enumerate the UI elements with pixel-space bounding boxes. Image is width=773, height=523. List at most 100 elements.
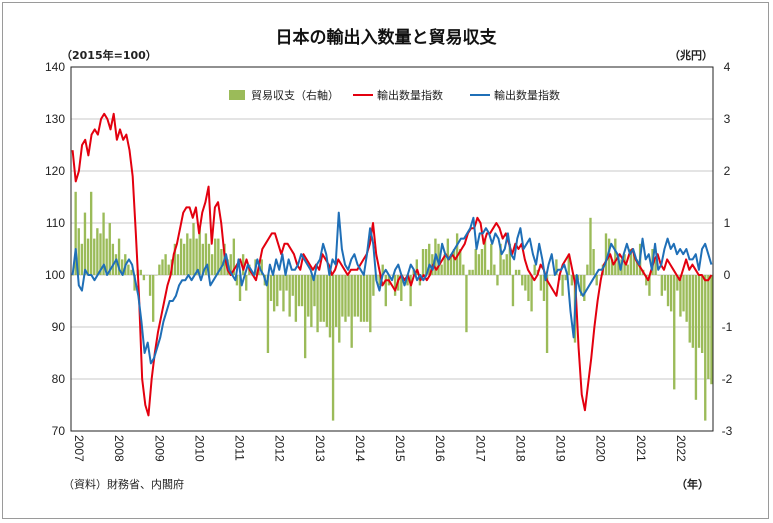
trade-balance-bar — [685, 275, 688, 322]
trade-balance-bar — [74, 191, 77, 275]
left-axis-unit: （2015年=100） — [61, 48, 157, 62]
trade-balance-bar — [459, 249, 462, 275]
trade-balance-bar — [663, 275, 667, 291]
trade-balance-bar — [508, 243, 512, 275]
trade-balance-bar — [204, 233, 208, 275]
trade-balance-bar — [108, 223, 111, 275]
trade-balance-bar — [589, 217, 592, 275]
left-tick-label: 100 — [45, 268, 65, 282]
trade-balance-bar — [552, 275, 555, 276]
trade-balance-bar — [462, 264, 465, 275]
trade-balance-bar — [335, 275, 338, 327]
x-tick-label: 2016 — [433, 435, 447, 462]
trade-balance-bar — [409, 275, 412, 307]
trade-balance-bar — [288, 275, 291, 317]
trade-balance-bar — [477, 254, 481, 275]
left-tick-label: 70 — [52, 424, 66, 438]
trade-balance-bar — [189, 238, 192, 275]
trade-balance-bar — [505, 254, 508, 275]
trade-balance-bar — [148, 275, 152, 296]
left-tick-label: 120 — [45, 164, 65, 178]
trade-balance-bar — [313, 275, 316, 307]
trade-balance-bar — [341, 275, 344, 317]
legend: 貿易収支（右軸） 輸出数量指数 輸出数量指数 — [229, 88, 560, 102]
x-tick-label: 2008 — [112, 435, 126, 462]
trade-balance-bar — [366, 275, 369, 322]
trade-balance-bar — [564, 275, 567, 281]
trade-balance-bar — [195, 238, 198, 275]
trade-balance-bar — [173, 243, 177, 275]
trade-balance-bar — [424, 249, 428, 275]
trade-balance-bar — [480, 249, 484, 275]
trade-balance-bar — [322, 275, 325, 322]
trade-balance-bar — [704, 275, 707, 421]
trade-balance-bar — [549, 275, 552, 276]
trade-balance-bar — [142, 275, 146, 281]
trade-balance-bar — [297, 275, 301, 307]
x-tick-label: 2009 — [152, 435, 166, 462]
trade-balance-bar — [316, 275, 319, 333]
trade-balance-bar — [669, 275, 673, 312]
trade-balance-bar — [393, 275, 397, 296]
trade-balance-bar — [347, 275, 350, 317]
trade-balance-bars — [71, 191, 713, 421]
trade-balance-bar — [486, 269, 490, 275]
x-axis-ticks: 2007 2008 2009 2010 2011 2012 2013 2014 2015 2016… — [72, 435, 688, 462]
trade-balance-bar — [406, 275, 409, 286]
trade-balance-bar — [676, 275, 679, 291]
trade-balance-bar — [635, 259, 639, 275]
trade-balance-bar — [300, 275, 304, 307]
trade-balance-bar — [490, 243, 493, 275]
x-tick-label: 2015 — [393, 435, 407, 462]
trade-balance-bar — [471, 269, 474, 275]
trade-balance-bar — [493, 264, 496, 275]
trade-balance-bar — [201, 243, 204, 275]
trade-balance-bar — [455, 233, 459, 275]
trade-balance-bar — [285, 275, 288, 291]
trade-balance-bar — [303, 275, 307, 359]
trade-balance-bar — [133, 275, 136, 291]
trade-balance-bar — [71, 275, 74, 276]
trade-balance-bar — [372, 275, 375, 296]
trade-balance-bar — [145, 275, 149, 276]
left-tick-label: 110 — [46, 216, 65, 230]
trade-balance-bar — [89, 191, 93, 275]
trade-balance-bar — [468, 269, 471, 275]
trade-balance-bar — [272, 275, 276, 312]
trade-balance-bar — [542, 275, 546, 301]
x-tick-label: 2010 — [192, 435, 206, 462]
trade-balance-bar — [595, 275, 598, 286]
trade-balance-bar — [130, 269, 133, 275]
legend-swatch-bar — [229, 90, 245, 100]
x-tick-label: 2020 — [594, 435, 608, 462]
trade-balance-bar — [214, 238, 217, 275]
trade-balance-bar — [452, 249, 456, 275]
right-tick-label: 0 — [724, 268, 731, 282]
trade-balance-bar — [210, 254, 214, 275]
trade-balance-bar — [440, 264, 443, 275]
trade-balance-bar — [697, 275, 701, 348]
trade-balance-bar — [325, 275, 329, 327]
trade-balance-bar — [217, 238, 220, 275]
trade-balance-bar — [691, 275, 695, 348]
trade-balance-bar — [632, 254, 636, 275]
trade-balance-bar — [359, 275, 363, 322]
trade-balance-bar — [232, 238, 236, 275]
right-tick-label: 4 — [724, 60, 731, 74]
trade-balance-bar — [378, 275, 381, 286]
trade-balance-bar — [707, 275, 710, 379]
trade-balance-bar — [179, 238, 183, 275]
trade-balance-bar — [598, 275, 601, 276]
x-tick-label: 2017 — [473, 435, 487, 462]
trade-balance-bar — [403, 275, 406, 276]
trade-balance-bar — [555, 259, 558, 275]
trade-balance-bar — [114, 254, 118, 275]
trade-balance-bar — [502, 259, 505, 275]
chart-title: 日本の輸出入数量と貿易収支 — [276, 27, 498, 48]
trade-balance-bar — [350, 275, 353, 348]
trade-balance-bar — [524, 275, 527, 291]
x-tick-label: 2022 — [674, 435, 688, 462]
trade-balance-bar — [521, 275, 524, 286]
x-tick-label: 2011 — [233, 435, 247, 461]
trade-balance-bar — [673, 275, 676, 390]
